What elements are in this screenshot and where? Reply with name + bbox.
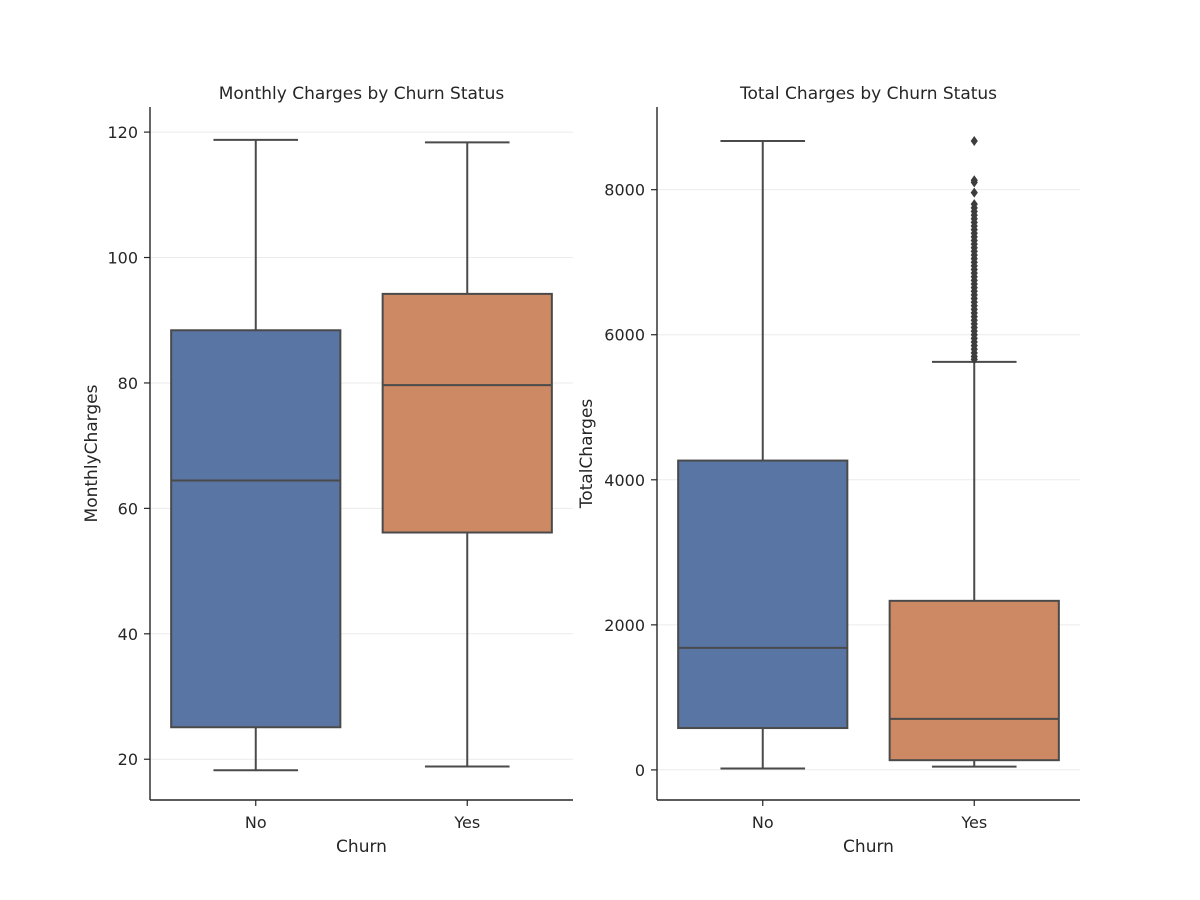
- x-tick-label: No: [245, 813, 267, 832]
- y-tick-label: 2000: [604, 616, 645, 635]
- x-tick-label: No: [752, 813, 774, 832]
- y-tick-label: 120: [107, 123, 138, 142]
- total-charges-panel: 0 2000 4000 6000 8000 No Yes Total Charges by C…: [577, 84, 1080, 857]
- box-no: [170, 329, 342, 729]
- outlier-point: [970, 199, 978, 210]
- total-chart-title: Total Charges by Churn Status: [739, 84, 997, 104]
- y-tick-label: 8000: [604, 181, 645, 200]
- y-tick-label: 0: [635, 761, 645, 780]
- y-tick-label: 4000: [604, 471, 645, 490]
- x-tick-label: Yes: [960, 813, 987, 832]
- x-tick-label: Yes: [453, 813, 480, 832]
- x-axis-label: Churn: [843, 837, 894, 857]
- outlier-point: [970, 175, 978, 186]
- y-tick-label: 100: [107, 249, 138, 268]
- box-yes: [888, 599, 1060, 762]
- x-axis-label: Churn: [336, 837, 387, 857]
- box-no: [677, 459, 849, 730]
- outlier-point: [970, 187, 978, 198]
- y-tick-label: 60: [118, 499, 138, 518]
- box-yes: [381, 292, 553, 534]
- y-tick-label: 80: [118, 374, 138, 393]
- outlier-point: [970, 135, 978, 146]
- y-tick-label: 20: [118, 750, 138, 769]
- y-axis-label: MonthlyCharges: [82, 384, 102, 522]
- y-tick-label: 40: [118, 625, 138, 644]
- monthly-charges-panel: 20 40 60 80 100 120 No Yes Monthly Charges by Ch…: [82, 84, 573, 857]
- y-axis-label: TotalCharges: [577, 399, 597, 510]
- monthly-chart-title: Monthly Charges by Churn Status: [219, 84, 505, 104]
- y-tick-label: 6000: [604, 326, 645, 345]
